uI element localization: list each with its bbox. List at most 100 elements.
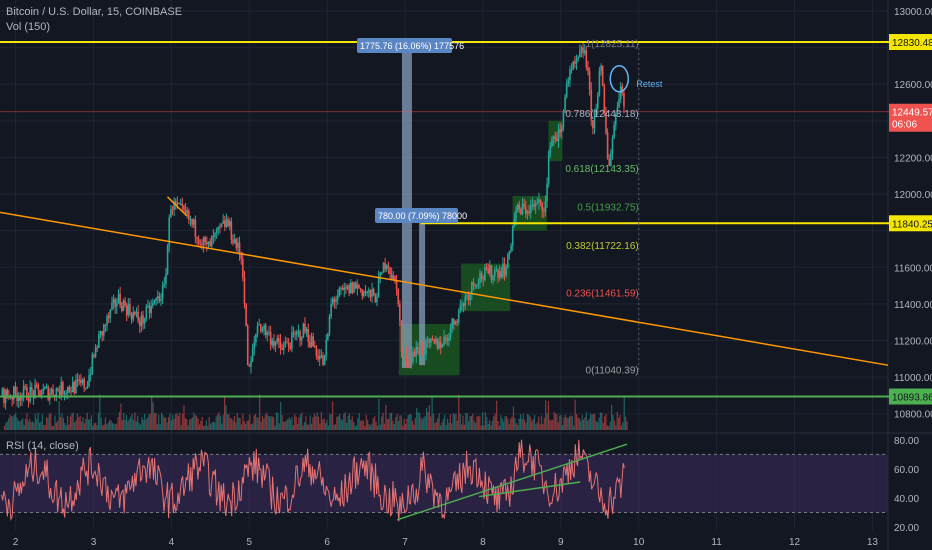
volume-bar	[190, 418, 192, 430]
volume-bar	[431, 396, 433, 430]
volume-bar	[486, 417, 488, 430]
volume-bar	[253, 415, 255, 430]
volume-bar	[434, 423, 436, 430]
volume-bar	[511, 416, 513, 430]
candle-body	[444, 337, 447, 339]
volume-bar	[618, 417, 620, 430]
candle-body	[382, 262, 385, 273]
candle-body	[583, 50, 586, 54]
candle-body	[32, 390, 35, 398]
candle-body	[80, 380, 82, 384]
candle-body	[44, 387, 46, 389]
candle-body	[107, 316, 110, 318]
volume-bar	[505, 416, 508, 430]
candle-body	[31, 386, 33, 391]
volume-bar	[445, 425, 447, 430]
candle-body	[148, 305, 151, 314]
volume-bar	[218, 412, 220, 430]
volume-bar	[625, 416, 627, 430]
volume-bar	[623, 395, 625, 430]
volume-bar	[341, 420, 344, 430]
volume-bar	[605, 413, 607, 430]
volume-bar	[66, 416, 69, 430]
volume-bar	[68, 424, 70, 430]
volume-bar	[469, 415, 471, 430]
candle-body	[292, 332, 295, 334]
candle-body	[376, 297, 378, 303]
candle-body	[11, 397, 13, 400]
candle-body	[600, 65, 602, 71]
candle-body	[137, 311, 139, 321]
volume-bar	[75, 420, 77, 430]
candle-body	[529, 205, 532, 214]
candle-body	[325, 339, 328, 356]
volume-bar	[317, 416, 320, 430]
volume-bar	[76, 413, 79, 430]
trendline-touch	[166, 196, 188, 217]
candle-body	[138, 320, 141, 327]
volume-bar	[243, 421, 245, 430]
volume-bar	[493, 416, 495, 430]
volume-bar	[264, 414, 266, 430]
candle-body	[210, 236, 213, 247]
volume-bar	[207, 425, 209, 430]
volume-bar	[538, 416, 540, 430]
volume-bar	[330, 414, 332, 430]
volume-bar	[245, 423, 247, 430]
candle-body	[500, 271, 503, 277]
candle-body	[29, 386, 31, 402]
candle-body	[230, 221, 233, 240]
candle-body	[430, 338, 432, 343]
volume-bar	[266, 412, 268, 430]
volume-bar	[414, 417, 416, 430]
candle-body	[381, 272, 383, 274]
fib-label: 0.5(11932.75)	[577, 202, 639, 213]
volume-bar	[226, 414, 229, 430]
volume-bar	[135, 421, 137, 430]
candle-body	[57, 388, 59, 391]
volume-bar	[58, 401, 60, 430]
candle-body	[260, 324, 262, 332]
volume-bar	[43, 424, 45, 430]
candle-body	[222, 220, 224, 224]
volume-bar	[378, 398, 380, 430]
time-tick-label: 9	[558, 537, 564, 548]
candle-body	[559, 129, 561, 133]
volume-bar	[423, 417, 425, 430]
volume-bar	[176, 413, 178, 430]
volume-bar	[532, 419, 534, 430]
volume-bar	[395, 417, 397, 430]
volume-bar	[543, 417, 545, 430]
volume-bar	[369, 425, 372, 430]
candle-body	[565, 83, 568, 98]
candle-body	[403, 351, 406, 357]
volume-bar	[577, 417, 579, 430]
volume-bar	[449, 414, 451, 430]
time-tick-label: 13	[867, 537, 879, 548]
time-tick-label: 11	[711, 537, 722, 548]
volume-bar	[367, 419, 369, 430]
candle-body	[204, 237, 206, 243]
volume-bar	[539, 424, 541, 430]
volume-bar	[573, 425, 575, 430]
candle-body	[484, 267, 486, 280]
candle-body	[556, 138, 558, 142]
candle-body	[14, 386, 17, 394]
volume-label[interactable]: Vol (150)	[6, 21, 51, 33]
candle-body	[356, 285, 359, 289]
candle-body	[183, 205, 185, 210]
candle-body	[428, 339, 431, 343]
volume-bar	[413, 424, 415, 430]
volume-bar	[315, 416, 317, 430]
volume-bar	[427, 412, 429, 430]
candle-body	[305, 329, 308, 333]
rsi-label[interactable]: RSI (14, close)	[6, 440, 79, 452]
measure-tag	[357, 38, 452, 53]
volume-bar	[595, 421, 597, 430]
symbol-title[interactable]: Bitcoin / U.S. Dollar, 15, COINBASE	[6, 6, 183, 18]
volume-bar	[198, 424, 200, 430]
volume-bar	[195, 415, 198, 430]
candle-body	[441, 345, 444, 348]
rsi-trendline	[397, 443, 628, 521]
